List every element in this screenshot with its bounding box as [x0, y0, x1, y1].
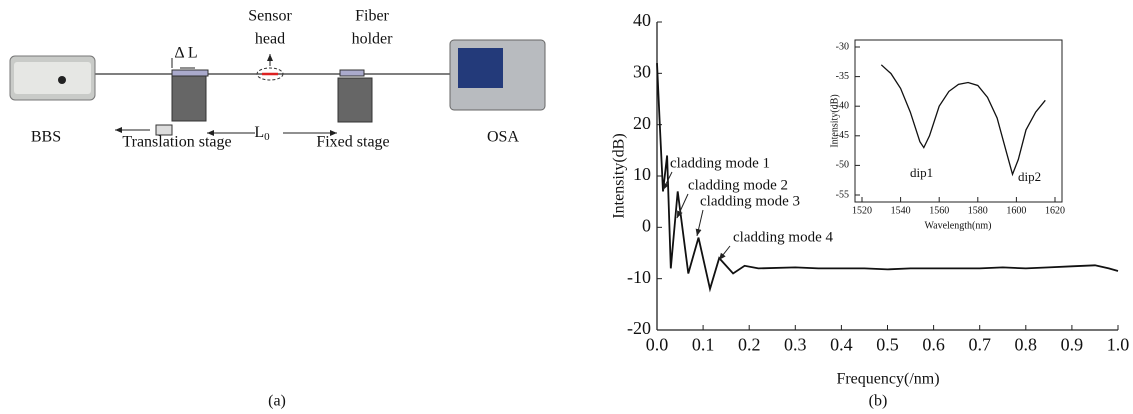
data-line [880, 64, 1046, 177]
plot-frame [854, 39, 1063, 203]
x-tick-label: 0.5 [876, 334, 899, 354]
annotation-arrow [695, 209, 704, 237]
y-tick-label: -40 [836, 100, 849, 111]
l0-sub: 0 [264, 131, 270, 143]
y-tick-label: -10 [627, 267, 651, 287]
label: Sensor [248, 8, 292, 25]
y-tick-label: 20 [633, 113, 651, 133]
holder [339, 69, 365, 77]
bbs-knob [58, 76, 66, 84]
annotation: dip2 [1018, 169, 1041, 184]
caption: (a) [268, 393, 286, 410]
x-tick-label: 1580 [968, 205, 988, 216]
annotation: cladding mode 1 [670, 155, 770, 171]
label: holder [352, 31, 394, 48]
x-tick-label: 0.8 [1015, 334, 1038, 354]
x-tick-label: 0.2 [738, 334, 761, 354]
y-tick-label: -30 [836, 41, 849, 52]
l0: L [254, 124, 264, 141]
x-tick-label: 1520 [852, 205, 872, 216]
x-tick-label: 0.4 [830, 334, 853, 354]
annotation: cladding mode 4 [733, 229, 833, 245]
label: OSA [487, 129, 519, 146]
label: Fiber [355, 8, 389, 25]
label: L0 [254, 124, 270, 143]
x-axis-label: Frequency(/nm) [836, 371, 939, 388]
holder [171, 69, 209, 77]
x-tick-label: 0.9 [1061, 334, 1084, 354]
y-tick-label: 40 [633, 10, 651, 30]
y-tick-label: 10 [633, 164, 651, 184]
setup-diagram: Sensor head Fiber holder Δ L BBS Transla… [9, 8, 546, 410]
annotation-arrow [662, 171, 673, 191]
annotation-arrow [676, 193, 689, 219]
x-tick-label: 0.0 [646, 334, 669, 354]
annotation: cladding mode 3 [700, 193, 800, 209]
caption: (b) [869, 393, 888, 410]
annotation: cladding mode 2 [688, 177, 788, 193]
sensor-head [256, 67, 284, 81]
fixed-stage [337, 77, 373, 123]
x-axis-label: Wavelength(nm) [925, 220, 992, 231]
label: Translation stage [122, 134, 231, 151]
x-tick-label: 0.7 [968, 334, 991, 354]
y-tick-label: -35 [836, 71, 849, 82]
y-axis-label: Intensity(dB) [829, 94, 840, 147]
x-tick-label: 1620 [1045, 205, 1065, 216]
label: Fixed stage [316, 134, 389, 151]
piston [155, 124, 173, 136]
osa-screen [458, 48, 503, 88]
x-tick-label: 1540 [891, 205, 911, 216]
label: Δ L [174, 45, 197, 62]
data-line [656, 63, 1119, 293]
x-tick-label: 1.0 [1107, 334, 1130, 354]
translation-stage [171, 75, 207, 122]
y-tick-label: 30 [633, 61, 651, 81]
x-tick-label: 1560 [929, 205, 949, 216]
y-tick-label: -50 [836, 160, 849, 171]
annotation: dip1 [910, 165, 933, 180]
x-tick-label: 0.3 [784, 334, 807, 354]
annotation-arrow [718, 245, 731, 261]
label: BBS [31, 129, 61, 146]
y-tick-label: -45 [836, 130, 849, 141]
x-tick-label: 0.1 [692, 334, 715, 354]
x-tick-label: 1600 [1006, 205, 1026, 216]
y-tick-label: -20 [627, 318, 651, 338]
y-axis-label: Intensity(dB) [611, 133, 628, 218]
bbs-panel [14, 62, 91, 94]
x-tick-label: 0.6 [922, 334, 945, 354]
label: head [255, 31, 285, 48]
y-tick-label: -55 [836, 189, 849, 200]
y-tick-label: 0 [642, 215, 651, 235]
